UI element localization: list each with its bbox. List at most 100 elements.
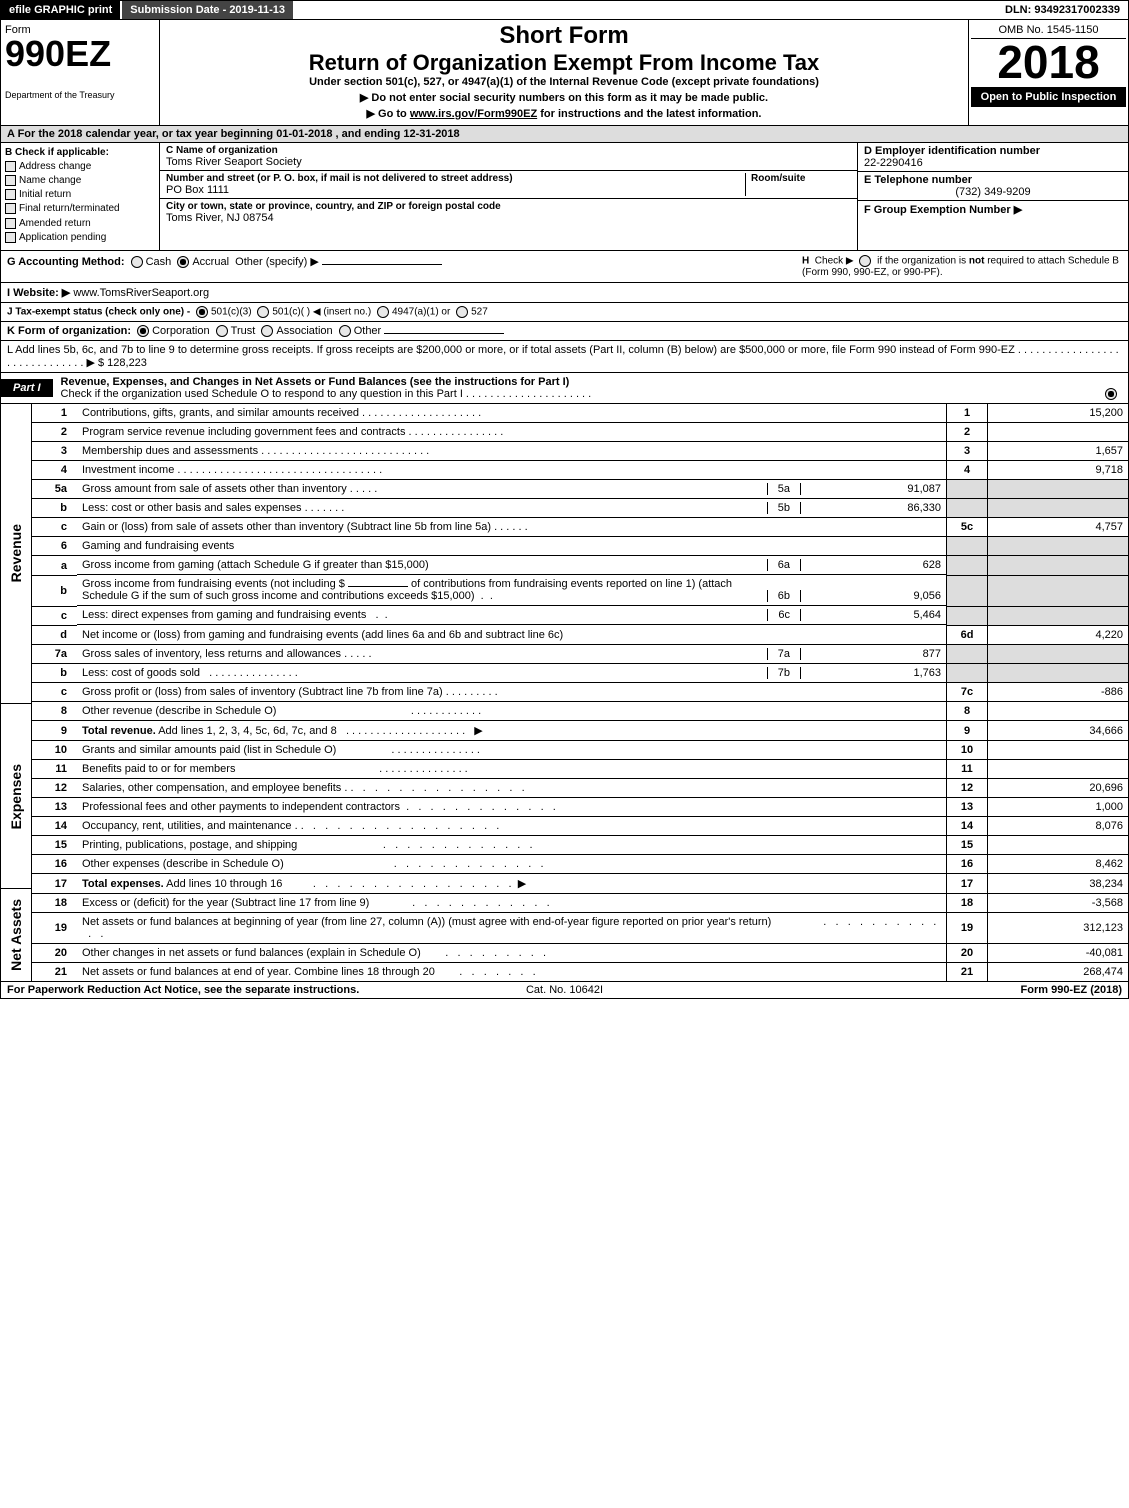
radio-501c[interactable] [257,306,269,318]
revenue-label: Revenue [8,524,24,582]
form-box: Form 990EZ Department of the Treasury [1,20,160,125]
checkbox-pending[interactable] [5,232,16,243]
line-5a: 5aGross amount from sale of assets other… [32,479,1128,499]
c-label: C Name of organization [166,145,851,156]
org-box: C Name of organization Toms River Seapor… [160,143,858,250]
line-5c: cGain or (loss) from sale of assets othe… [32,518,1128,537]
radio-assoc[interactable] [261,325,273,337]
checkbox-addr-change[interactable] [5,161,16,172]
g-label: G Accounting Method: [7,256,125,268]
org-name: Toms River Seaport Society [166,156,851,168]
part-1-title: Revenue, Expenses, and Changes in Net As… [53,373,1128,403]
lines-grid: Revenue Expenses Net Assets 1Contributio… [0,404,1129,983]
line-6a: aGross income from gaming (attach Schedu… [32,556,1128,576]
footer-right: Form 990-EZ (2018) [750,984,1122,996]
section-k: K Form of organization: Corporation Trus… [0,322,1129,341]
street: PO Box 1111 [166,184,745,196]
radio-trust[interactable] [216,325,228,337]
line-17: 17Total expenses. Add lines 10 through 1… [32,874,1128,894]
line-7a: 7aGross sales of inventory, less returns… [32,644,1128,664]
h-checkbox[interactable] [859,255,871,267]
subtitle: Under section 501(c), 527, or 4947(a)(1)… [168,76,960,88]
goto-notice: ▶ Go to www.irs.gov/Form990EZ for instru… [168,107,960,120]
l-text: L Add lines 5b, 6c, and 7b to line 9 to … [7,344,1119,369]
period-row: A For the 2018 calendar year, or tax yea… [0,126,1129,143]
i-label: I Website: ▶ [7,287,70,299]
lines-table: 1Contributions, gifts, grants, and simil… [32,404,1128,982]
ein-value: 22-2290416 [864,157,1122,169]
line-21: 21Net assets or fund balances at end of … [32,963,1128,982]
part-1-header: Part I Revenue, Expenses, and Changes in… [0,373,1129,404]
checkbox-final[interactable] [5,203,16,214]
period-mid: , and ending [336,128,404,140]
line-13: 13Professional fees and other payments t… [32,798,1128,817]
website-value: www.TomsRiverSeaport.org [73,287,209,299]
h-check-text: H Check ▶ if the organization is not req… [802,255,1122,278]
year-box: OMB No. 1545-1150 2018 Open to Public In… [969,20,1128,125]
info-section: B Check if applicable: Address change Na… [0,143,1129,251]
other-org-input[interactable] [384,333,504,334]
street-label: Number and street (or P. O. box, if mail… [166,173,745,184]
line-12: 12Salaries, other compensation, and empl… [32,779,1128,798]
part1-checkbox[interactable] [1105,388,1117,400]
radio-corp[interactable] [137,325,149,337]
line-15: 15Printing, publications, postage, and s… [32,836,1128,855]
return-title: Return of Organization Exempt From Incom… [168,50,960,76]
period-begin: 01-01-2018 [276,128,332,140]
efile-label[interactable]: efile GRAPHIC print [1,1,120,19]
contrib-input[interactable] [348,586,408,587]
city-label: City or town, state or province, country… [166,201,851,212]
other-specify-input[interactable] [322,264,442,265]
line-6c: cLess: direct expenses from gaming and f… [32,606,1128,625]
ein-box: D Employer identification number 22-2290… [858,143,1128,250]
checkbox-name-change[interactable] [5,175,16,186]
radio-cash[interactable] [131,256,143,268]
part-1-label: Part I [1,379,53,397]
line-1: 1Contributions, gifts, grants, and simil… [32,404,1128,423]
section-i-website: I Website: ▶ www.TomsRiverSeaport.org [0,283,1129,303]
city: Toms River, NJ 08754 [166,212,851,224]
line-7b: bLess: cost of goods sold . . . . . . . … [32,664,1128,683]
line-9: 9Total revenue. Add lines 1, 2, 3, 4, 5c… [32,721,1128,741]
line-5b: bLess: cost or other basis and sales exp… [32,499,1128,518]
submission-date: Submission Date - 2019-11-13 [120,1,295,19]
top-bar: efile GRAPHIC print Submission Date - 20… [0,0,1129,20]
radio-4947[interactable] [377,306,389,318]
line-19: 19Net assets or fund balances at beginni… [32,913,1128,944]
line-10: 10Grants and similar amounts paid (list … [32,741,1128,760]
f-label: F Group Exemption Number ▶ [864,203,1122,216]
footer: For Paperwork Reduction Act Notice, see … [0,982,1129,999]
period-end: 12-31-2018 [403,128,459,140]
line-8: 8Other revenue (describe in Schedule O) … [32,702,1128,721]
checkbox-initial[interactable] [5,189,16,200]
title-box: Short Form Return of Organization Exempt… [160,20,969,125]
d-label: D Employer identification number [864,145,1122,157]
radio-527[interactable] [456,306,468,318]
k-label: K Form of organization: [7,325,131,337]
form-number: 990EZ [5,36,155,72]
line-3: 3Membership dues and assessments . . . .… [32,441,1128,460]
line-6d: dNet income or (loss) from gaming and fu… [32,625,1128,644]
expenses-label: Expenses [8,764,24,829]
radio-other-org[interactable] [339,325,351,337]
l-amount: $ 128,223 [98,357,147,369]
checkbox-amended[interactable] [5,218,16,229]
footer-center: Cat. No. 10642I [379,984,751,996]
period-prefix: A For the 2018 calendar year, or tax yea… [7,128,276,140]
open-public: Open to Public Inspection [971,87,1126,107]
dept: Department of the Treasury [5,90,155,100]
radio-accrual[interactable] [177,256,189,268]
j-label: J Tax-exempt status (check only one) - [7,306,190,317]
section-l: L Add lines 5b, 6c, and 7b to line 9 to … [0,341,1129,373]
section-j: J Tax-exempt status (check only one) - 5… [0,303,1129,322]
e-label: E Telephone number [864,174,1122,186]
radio-501c3[interactable] [196,306,208,318]
form-header: Form 990EZ Department of the Treasury Sh… [0,20,1129,126]
line-20: 20Other changes in net assets or fund ba… [32,944,1128,963]
ssn-notice: ▶ Do not enter social security numbers o… [168,91,960,104]
irs-link[interactable]: www.irs.gov/Form990EZ [410,108,537,120]
line-6b: bGross income from fundraising events (n… [32,575,1128,606]
footer-left: For Paperwork Reduction Act Notice, see … [7,984,379,996]
section-g-h: G Accounting Method: Cash Accrual Other … [0,251,1129,283]
sidebar-col: Revenue Expenses Net Assets [1,404,32,982]
